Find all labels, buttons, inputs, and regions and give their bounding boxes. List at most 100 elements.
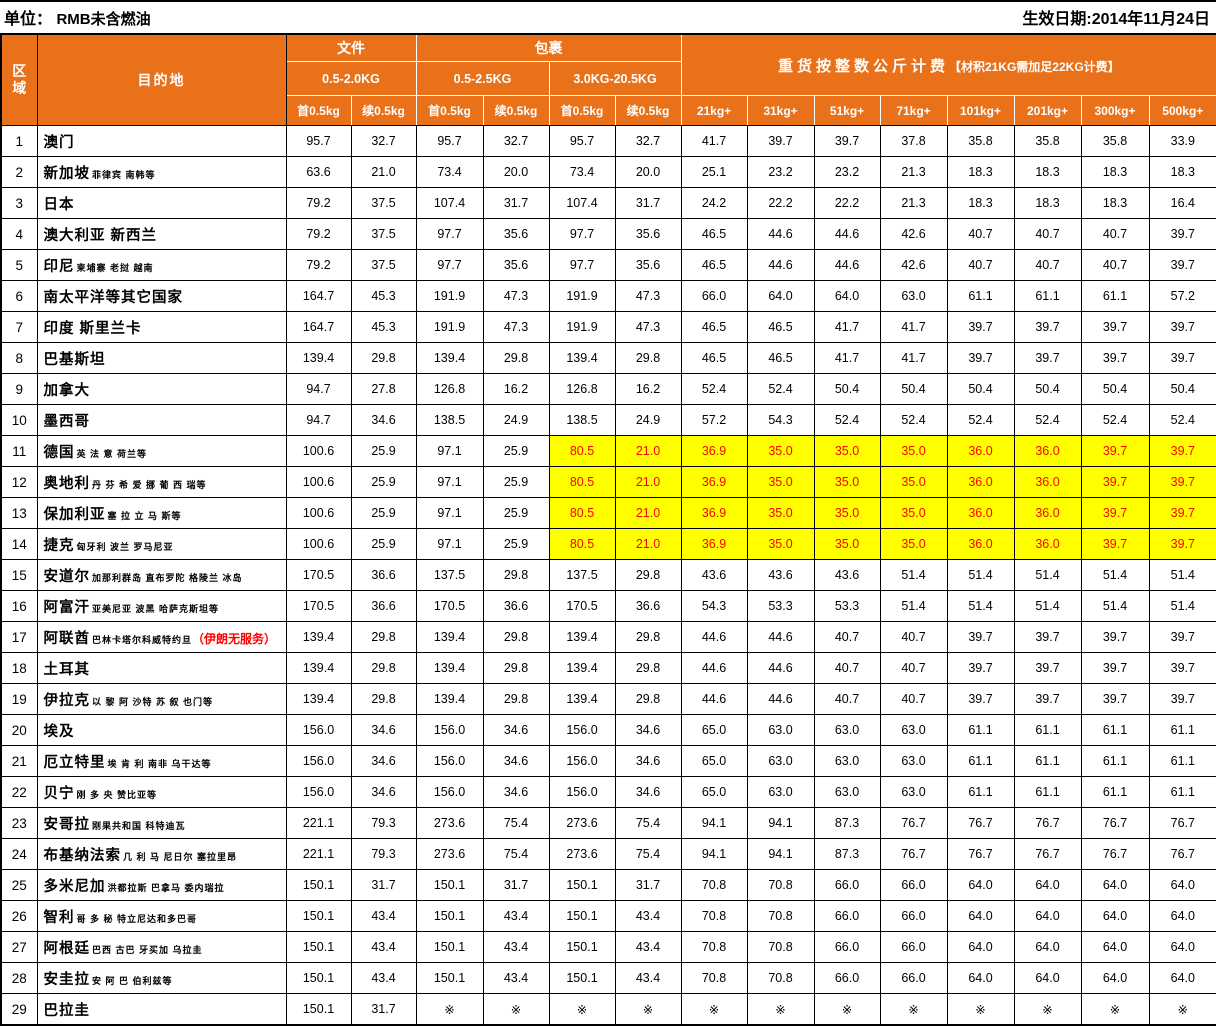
rate-cell: 76.7 xyxy=(1080,838,1150,870)
rate-cell: 21.3 xyxy=(879,156,948,188)
rate-cell: 54.3 xyxy=(746,404,815,436)
rate-cell: 36.9 xyxy=(680,497,748,529)
rate-cell: 64.0 xyxy=(1013,931,1082,963)
destination-cell: 德国英 法 意 荷兰等 xyxy=(36,435,287,467)
rate-cell: 76.7 xyxy=(1013,807,1082,839)
rate-cell: ※ xyxy=(415,993,484,1026)
rate-cell: 94.1 xyxy=(746,838,815,870)
header-201kg: 201kg+ xyxy=(1013,95,1082,126)
rate-cell: 76.7 xyxy=(1148,838,1216,870)
destination-name: 南太平洋等其它国家 xyxy=(43,289,183,306)
rate-cell: 39.7 xyxy=(1148,466,1216,498)
table-row: 8 巴基斯坦 139.4 29.8 139.4 29.8 139.4 29.8 46.5 46.5… xyxy=(0,342,1216,374)
rate-cell: 39.7 xyxy=(1080,311,1150,343)
rate-cell: 100.6 xyxy=(285,497,352,529)
rate-cell: 43.4 xyxy=(350,900,417,932)
region-number: 2 xyxy=(0,156,38,188)
rate-cell: 70.8 xyxy=(746,931,815,963)
rate-cell: 66.0 xyxy=(680,280,748,312)
rate-cell: 170.5 xyxy=(548,590,616,622)
rate-cell: 150.1 xyxy=(415,869,484,901)
rate-cell: 45.3 xyxy=(350,280,417,312)
rate-cell: 61.1 xyxy=(1080,745,1150,777)
rate-cell: 43.4 xyxy=(482,962,550,994)
region-number: 21 xyxy=(0,745,38,777)
rate-cell: 76.7 xyxy=(946,838,1015,870)
rate-cell: 39.7 xyxy=(1148,311,1216,343)
rate-cell: 64.0 xyxy=(1013,900,1082,932)
rate-cell: 44.6 xyxy=(746,218,815,250)
region-number: 14 xyxy=(0,528,38,560)
rate-cell: 64.0 xyxy=(1148,931,1216,963)
rate-cell: 65.0 xyxy=(680,714,748,746)
destination-subnames: 菲律宾 南韩等 xyxy=(92,169,156,180)
effective-date: 生效日期:2014年11月24日 xyxy=(1022,11,1210,28)
rate-cell: 32.7 xyxy=(482,125,550,157)
rate-cell: 35.0 xyxy=(746,497,815,529)
rate-cell: 29.8 xyxy=(614,621,682,653)
table-row: 25 多米尼加 洪都拉斯 巴拿马 委内瑞拉 150.1 31.7 150.1 31.7 150… xyxy=(0,869,1216,901)
rate-cell: 52.4 xyxy=(1080,404,1150,436)
rate-cell: 21.0 xyxy=(614,435,682,467)
rate-cell: 39.7 xyxy=(1080,435,1150,467)
rate-cell: 51.4 xyxy=(1013,559,1082,591)
header-doc-weight: 0.5-2.0KG xyxy=(285,61,417,96)
destination-subnames: 塞 拉 立 马 斯等 xyxy=(107,510,182,521)
rate-cell: 137.5 xyxy=(548,559,616,591)
rate-cell: 61.1 xyxy=(1148,745,1216,777)
rate-cell: 43.4 xyxy=(482,900,550,932)
rate-cell: ※ xyxy=(1148,993,1216,1026)
rate-cell: 39.7 xyxy=(746,125,815,157)
rate-cell: 20.0 xyxy=(614,156,682,188)
rate-cell: 70.8 xyxy=(680,931,748,963)
rate-cell: 33.9 xyxy=(1148,125,1216,157)
rate-cell: 43.6 xyxy=(680,559,748,591)
destination-name: 奥地利 xyxy=(43,475,90,492)
region-number: 17 xyxy=(0,621,38,653)
destination-name: 贝宁 xyxy=(43,785,75,802)
rate-cell: 70.8 xyxy=(680,900,748,932)
rate-cell: 150.1 xyxy=(548,869,616,901)
rate-cell: 36.0 xyxy=(1013,497,1082,529)
destination-subnames: 几 利 马 尼日尔 塞拉里昂 xyxy=(123,851,238,862)
title-bar: 单位： RMB未含燃油 生效日期:2014年11月24日 xyxy=(0,0,1216,33)
rate-cell: 150.1 xyxy=(415,931,484,963)
destination-cell: 澳门 xyxy=(36,125,287,157)
rate-cell: 39.7 xyxy=(1013,311,1082,343)
rate-cell: 97.1 xyxy=(415,435,484,467)
rate-cell: 64.0 xyxy=(1080,931,1150,963)
table-row: 26 智利哥 多 秘 特立尼达和多巴哥 150.1 43.4 150.1 43.4 150.… xyxy=(0,900,1216,932)
rate-cell: 63.0 xyxy=(746,714,815,746)
rate-cell: 24.2 xyxy=(680,187,748,219)
unit-value-text: RMB未含燃油 xyxy=(56,11,151,28)
destination-cell: 印尼 柬埔寨 老挝 越南 xyxy=(36,249,287,281)
rate-cell: 34.6 xyxy=(482,776,550,808)
rate-cell: 35.0 xyxy=(879,435,948,467)
rate-cell: 39.7 xyxy=(1148,497,1216,529)
rate-cell: 95.7 xyxy=(548,125,616,157)
rate-cell: 29.8 xyxy=(350,621,417,653)
rate-cell: 36.0 xyxy=(946,466,1015,498)
rate-cell: 44.6 xyxy=(746,621,815,653)
rate-cell: ※ xyxy=(614,993,682,1026)
rate-cell: 35.8 xyxy=(1013,125,1082,157)
rate-cell: 221.1 xyxy=(285,807,352,839)
destination-subnames: 哥 多 秘 特立尼达和多巴哥 xyxy=(76,913,198,924)
rate-cell: 79.3 xyxy=(350,807,417,839)
rate-cell: ※ xyxy=(482,993,550,1026)
rate-cell: 53.3 xyxy=(813,590,881,622)
rate-cell: 18.3 xyxy=(1013,156,1082,188)
rate-cell: 44.6 xyxy=(813,218,881,250)
rate-cell: 25.9 xyxy=(482,528,550,560)
destination-name: 印度 斯里兰卡 xyxy=(43,320,142,337)
rate-cell: 44.6 xyxy=(746,683,815,715)
rate-cell: 39.7 xyxy=(1080,621,1150,653)
rate-cell: 37.8 xyxy=(879,125,948,157)
rate-cell: 76.7 xyxy=(879,807,948,839)
destination-subnames: 丹 芬 希 爱 挪 葡 西 瑞等 xyxy=(92,479,207,490)
rate-cell: 51.4 xyxy=(1080,559,1150,591)
rate-cell: 61.1 xyxy=(1148,776,1216,808)
rate-cell: 150.1 xyxy=(285,962,352,994)
rate-cell: 22.2 xyxy=(746,187,815,219)
region-number: 29 xyxy=(0,993,38,1026)
